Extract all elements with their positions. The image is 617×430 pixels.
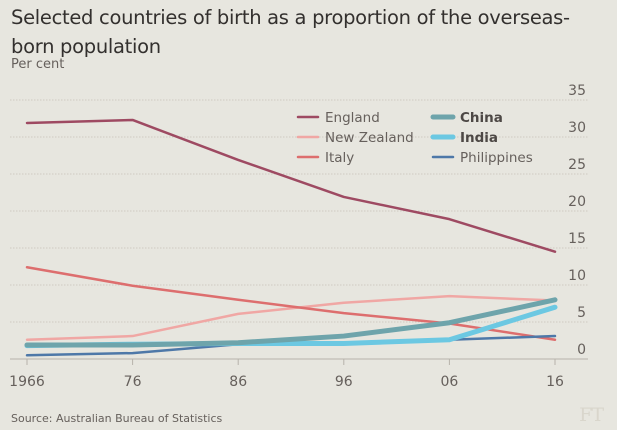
x-tick-label: 76 — [124, 374, 142, 390]
legend-label-china: China — [460, 110, 503, 126]
y-axis-ticks: 0 5 10 15 20 25 30 35 — [568, 83, 586, 358]
x-tick-label: 86 — [229, 374, 247, 390]
x-axis: 1966 76 86 96 06 16 — [9, 359, 564, 390]
x-tick-label: 96 — [335, 374, 353, 390]
series-line-china — [24, 297, 558, 348]
y-tick-label: 20 — [568, 194, 586, 210]
x-tick-label: 06 — [440, 374, 458, 390]
y-tick-label: 15 — [568, 231, 586, 247]
y-tick-label: 10 — [568, 268, 586, 284]
y-tick-label: 35 — [568, 83, 586, 99]
series-line-england — [25, 118, 557, 253]
y-tick-label: 5 — [577, 305, 586, 321]
chart-title: Selected countries of birth as a proport… — [11, 6, 570, 58]
source-note: Source: Australian Bureau of Statistics — [11, 412, 223, 425]
series-lines — [24, 118, 558, 357]
y-tick-label: 0 — [577, 342, 586, 358]
legend-label-india: India — [460, 130, 498, 146]
legend-label-england: England — [325, 110, 380, 126]
x-tick-label: 16 — [546, 374, 564, 390]
y-tick-label: 25 — [568, 157, 586, 173]
y-tick-label: 30 — [568, 120, 586, 136]
series-line-new-zealand — [25, 294, 557, 342]
ft-logo: FT — [579, 404, 604, 426]
legend-label-new-zealand: New Zealand — [325, 130, 414, 146]
chart-subtitle: Per cent — [11, 57, 65, 72]
gridlines — [10, 99, 588, 360]
legend: England New Zealand Italy China India Philipp… — [296, 110, 533, 166]
legend-label-philippines: Philippines — [460, 150, 533, 166]
series-line-italy — [25, 265, 557, 342]
x-tick-label: 1966 — [9, 374, 45, 390]
legend-label-italy: Italy — [325, 150, 354, 166]
